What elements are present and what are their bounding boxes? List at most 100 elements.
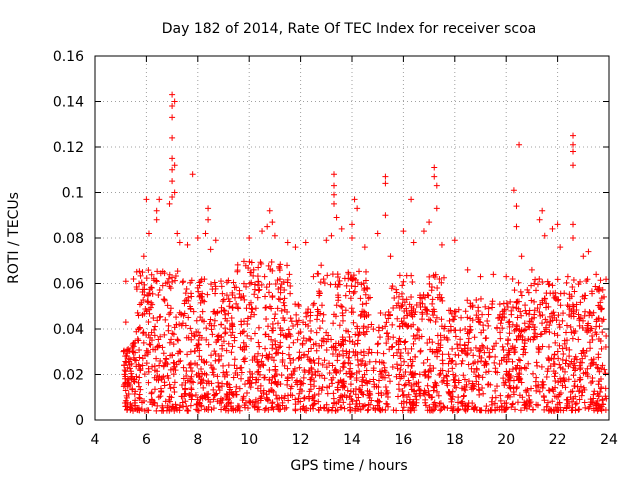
- data-point: [586, 403, 593, 410]
- data-point: [399, 407, 406, 414]
- y-tick-label: 0: [75, 413, 84, 429]
- data-point: [240, 339, 247, 346]
- data-point: [131, 390, 138, 397]
- data-point: [475, 307, 482, 314]
- data-point: [507, 385, 514, 392]
- data-point: [566, 353, 573, 360]
- data-point: [429, 296, 436, 303]
- data-point: [482, 303, 489, 310]
- data-point: [316, 325, 323, 332]
- data-point: [448, 405, 455, 412]
- data-point: [539, 385, 546, 392]
- data-point: [145, 299, 152, 306]
- y-axis-label: ROTI / TECUs: [6, 192, 22, 284]
- data-point: [300, 335, 307, 342]
- data-point: [365, 324, 372, 331]
- data-point: [563, 329, 570, 336]
- data-point: [171, 324, 178, 331]
- data-point: [348, 396, 355, 403]
- data-point: [498, 357, 505, 364]
- data-point: [587, 396, 594, 403]
- data-point: [541, 295, 548, 302]
- data-point: [578, 392, 585, 399]
- data-point: [218, 304, 225, 311]
- data-point: [265, 406, 272, 413]
- data-point: [170, 359, 177, 366]
- data-point: [449, 388, 456, 395]
- data-point: [465, 361, 472, 368]
- data-point: [536, 276, 543, 283]
- data-point: [122, 403, 129, 410]
- data-point: [315, 390, 322, 397]
- data-point: [132, 397, 139, 404]
- data-point: [278, 307, 285, 314]
- data-point: [299, 405, 306, 412]
- data-point: [424, 307, 431, 314]
- data-point: [262, 405, 269, 412]
- data-point: [296, 390, 303, 397]
- data-point: [270, 406, 277, 413]
- data-point: [240, 280, 247, 287]
- data-point: [349, 221, 355, 228]
- data-point: [506, 382, 513, 389]
- data-point: [310, 301, 317, 308]
- data-point: [123, 352, 130, 359]
- data-point: [329, 271, 336, 278]
- data-point: [603, 276, 610, 283]
- data-point: [509, 401, 516, 408]
- data-point: [211, 348, 218, 355]
- data-point: [545, 399, 552, 406]
- data-point: [555, 379, 562, 386]
- data-point: [138, 279, 145, 286]
- data-point: [475, 316, 482, 323]
- data-point: [390, 407, 397, 414]
- data-point: [204, 291, 211, 298]
- data-point: [523, 365, 530, 372]
- data-point: [560, 310, 567, 317]
- data-point: [412, 308, 419, 315]
- data-point: [547, 290, 554, 297]
- y-tick-label: 0.04: [53, 322, 84, 338]
- data-point: [408, 293, 415, 300]
- data-point: [355, 405, 362, 412]
- data-point: [133, 328, 140, 335]
- data-point: [229, 391, 236, 398]
- data-point: [375, 399, 382, 406]
- data-point: [400, 391, 407, 398]
- y-tick-label: 0.12: [53, 140, 84, 156]
- data-point: [166, 200, 173, 207]
- data-point: [518, 312, 525, 319]
- data-point: [124, 346, 131, 353]
- data-point: [602, 393, 609, 400]
- data-point: [402, 368, 409, 375]
- data-point: [182, 385, 189, 392]
- data-point: [459, 403, 466, 410]
- data-point: [533, 359, 540, 366]
- data-point: [539, 278, 546, 285]
- data-point: [582, 308, 589, 315]
- data-point: [331, 200, 338, 207]
- data-point: [256, 371, 263, 378]
- data-point: [140, 297, 147, 304]
- data-point: [170, 341, 177, 348]
- data-point: [521, 402, 528, 409]
- data-point: [279, 327, 286, 334]
- data-point: [125, 346, 132, 353]
- data-point: [491, 343, 498, 350]
- data-point: [272, 311, 279, 318]
- data-point: [356, 329, 363, 336]
- data-point: [497, 329, 504, 336]
- data-point: [334, 357, 341, 364]
- data-point: [336, 322, 343, 329]
- data-point: [568, 358, 575, 365]
- data-point: [320, 276, 327, 283]
- data-point: [212, 391, 219, 398]
- data-point: [527, 336, 534, 343]
- data-point: [586, 339, 593, 346]
- data-point: [483, 361, 490, 368]
- data-point: [254, 385, 261, 392]
- data-point: [597, 306, 604, 313]
- data-point: [401, 308, 408, 315]
- data-point: [516, 141, 523, 148]
